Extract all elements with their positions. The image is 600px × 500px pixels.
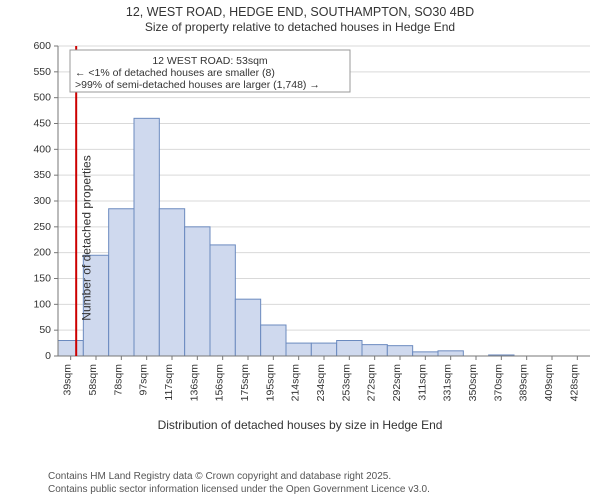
annotation-line2: ← <1% of detached houses are smaller (8) <box>75 67 275 79</box>
footnote-line2: Contains public sector information licen… <box>48 484 430 497</box>
svg-text:58sqm: 58sqm <box>87 364 99 396</box>
footnote-line1: Contains HM Land Registry data © Crown c… <box>48 471 430 484</box>
svg-text:50: 50 <box>39 324 51 336</box>
svg-text:389sqm: 389sqm <box>518 364 530 402</box>
svg-text:409sqm: 409sqm <box>543 364 555 402</box>
chart-container: Number of detached properties 0 50 100 150 2… <box>0 38 600 438</box>
bar <box>159 209 184 356</box>
svg-text:100: 100 <box>33 298 51 310</box>
chart-title-line2: Size of property relative to detached ho… <box>0 20 600 36</box>
svg-text:311sqm: 311sqm <box>416 364 428 401</box>
bar <box>134 118 159 356</box>
svg-text:250: 250 <box>33 221 51 233</box>
footnote-block: Contains HM Land Registry data © Crown c… <box>48 471 430 496</box>
y-axis: 0 50 100 150 200 250 300 350 400 450 500 550 600 <box>33 40 58 362</box>
svg-text:400: 400 <box>33 143 51 155</box>
svg-text:350sqm: 350sqm <box>467 364 479 402</box>
svg-text:370sqm: 370sqm <box>492 364 504 402</box>
svg-text:150: 150 <box>33 273 51 285</box>
svg-text:156sqm: 156sqm <box>214 364 226 402</box>
chart-title-block: 12, WEST ROAD, HEDGE END, SOUTHAMPTON, S… <box>0 0 600 36</box>
svg-text:600: 600 <box>33 40 51 52</box>
bar <box>337 341 362 357</box>
bar <box>311 343 336 356</box>
svg-text:136sqm: 136sqm <box>188 364 200 402</box>
bar <box>261 325 286 356</box>
annotation-line1: 12 WEST ROAD: 53sqm <box>152 55 268 67</box>
svg-text:450: 450 <box>33 118 51 130</box>
bar <box>362 345 387 356</box>
svg-text:200: 200 <box>33 247 51 259</box>
svg-text:253sqm: 253sqm <box>340 364 352 402</box>
svg-text:234sqm: 234sqm <box>315 364 327 402</box>
svg-text:214sqm: 214sqm <box>290 364 302 402</box>
bar <box>210 245 235 356</box>
svg-text:175sqm: 175sqm <box>239 364 251 402</box>
svg-text:117sqm: 117sqm <box>163 364 175 401</box>
annotation-line3: >99% of semi-detached houses are larger … <box>75 79 320 91</box>
svg-text:0: 0 <box>45 350 51 362</box>
svg-text:331sqm: 331sqm <box>442 364 454 402</box>
bar <box>413 352 438 356</box>
x-axis: 39sqm 58sqm 78sqm 97sqm 117sqm 136sqm 156sqm 17… <box>62 356 581 401</box>
svg-text:292sqm: 292sqm <box>391 364 403 402</box>
svg-text:97sqm: 97sqm <box>138 364 150 396</box>
bar <box>438 351 463 356</box>
bar <box>387 346 412 356</box>
svg-text:300: 300 <box>33 195 51 207</box>
svg-text:78sqm: 78sqm <box>112 364 124 396</box>
svg-text:39sqm: 39sqm <box>62 364 74 396</box>
svg-text:500: 500 <box>33 92 51 104</box>
svg-text:550: 550 <box>33 66 51 78</box>
svg-text:195sqm: 195sqm <box>264 364 276 402</box>
chart-title-line1: 12, WEST ROAD, HEDGE END, SOUTHAMPTON, S… <box>0 4 600 20</box>
svg-text:428sqm: 428sqm <box>568 364 580 402</box>
x-axis-label: Distribution of detached houses by size … <box>0 418 600 432</box>
svg-text:350: 350 <box>33 169 51 181</box>
bar <box>286 343 311 356</box>
bar <box>235 299 260 356</box>
bar <box>109 209 134 356</box>
bar <box>185 227 210 356</box>
svg-text:272sqm: 272sqm <box>366 364 378 402</box>
bars-group <box>58 118 514 356</box>
y-axis-label: Number of detached properties <box>80 155 94 320</box>
bar <box>58 341 83 357</box>
